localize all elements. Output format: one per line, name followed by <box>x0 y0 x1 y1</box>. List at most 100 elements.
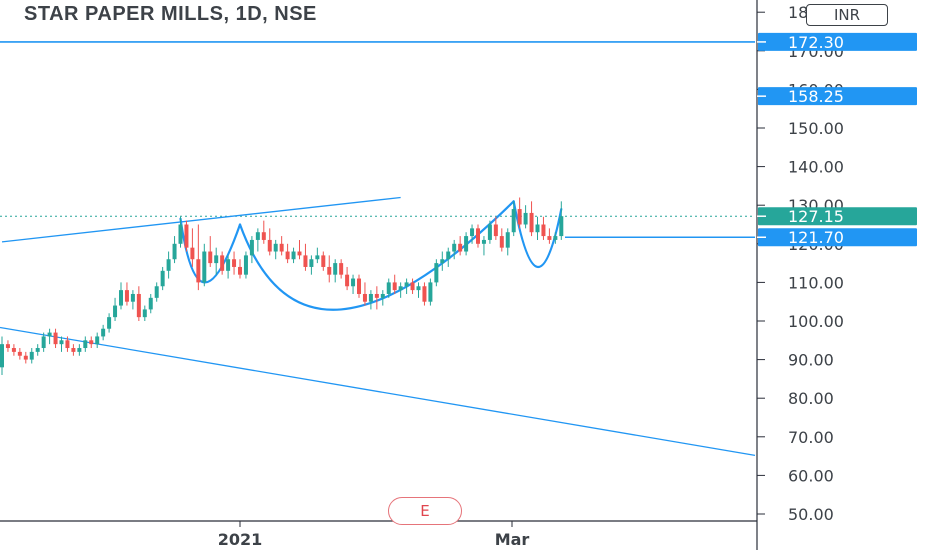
candle-body <box>327 266 332 275</box>
candle-body <box>362 293 367 302</box>
candle-body <box>493 224 498 237</box>
candle-body <box>339 263 344 275</box>
candle-body <box>89 340 94 345</box>
candle-body <box>499 236 504 248</box>
candle-body <box>535 224 540 233</box>
price-axis: 50.0060.0070.0080.0090.00100.00110.00120… <box>756 0 844 550</box>
candle-body <box>47 332 52 337</box>
candle-body <box>345 274 350 287</box>
y-tick-label: 90.00 <box>788 351 834 370</box>
candle-body <box>398 286 403 291</box>
candle-body <box>208 251 213 264</box>
candle-body <box>35 348 40 352</box>
candle-body <box>160 270 165 287</box>
candle-body <box>220 255 225 271</box>
candle-body <box>279 243 284 252</box>
candle-body <box>273 243 278 252</box>
candle-body <box>452 243 457 252</box>
lower-trendline[interactable] <box>0 326 756 456</box>
candle-body <box>5 344 10 349</box>
candle-body <box>148 297 153 310</box>
candle-body <box>154 286 159 298</box>
earnings-event-marker[interactable]: E <box>388 497 462 525</box>
candle-body <box>297 251 302 256</box>
candle-body <box>481 239 486 244</box>
candle-body <box>291 251 296 260</box>
candle-body <box>392 282 397 291</box>
candle-body <box>124 290 129 302</box>
candle-body <box>41 336 46 349</box>
level-badge-label: 158.25 <box>788 87 844 106</box>
candle-body <box>505 232 510 248</box>
candle-body <box>374 293 379 298</box>
candle-body <box>422 286 427 302</box>
candle-body <box>29 351 34 360</box>
candle-body <box>130 293 135 302</box>
drawing-layer <box>0 41 756 456</box>
candle-body <box>142 309 147 318</box>
candle-body <box>487 224 492 240</box>
candle-body <box>184 224 189 248</box>
candle-body <box>17 351 22 356</box>
candle-body <box>238 266 242 275</box>
candle-body <box>119 290 123 306</box>
currency-button[interactable]: INR <box>806 4 888 26</box>
candle-body <box>464 236 469 252</box>
candle-body <box>416 286 421 291</box>
candle-body <box>315 255 320 260</box>
x-tick-label: Mar <box>495 530 530 549</box>
candle-body <box>386 282 391 294</box>
y-tick-label: 70.00 <box>788 428 834 447</box>
candle-body <box>226 259 231 271</box>
candle-body <box>428 282 433 302</box>
candle-body <box>261 232 266 240</box>
upper-trendline[interactable] <box>1 196 401 243</box>
candle-body <box>83 340 88 349</box>
candle-body <box>553 236 558 240</box>
candle-body <box>541 224 546 237</box>
candle-body <box>65 340 70 349</box>
candle-body <box>249 239 254 256</box>
candle-body <box>523 212 528 225</box>
candle-body <box>303 255 308 267</box>
candle-body <box>190 247 195 260</box>
y-tick-label: 60.00 <box>788 466 834 485</box>
candle-body <box>77 348 82 352</box>
candle-body <box>101 328 106 337</box>
candle-body <box>559 216 564 237</box>
candle-body <box>172 243 177 260</box>
x-tick-label: 2021 <box>218 530 263 549</box>
candle-body <box>113 305 118 318</box>
candle-body <box>166 259 171 271</box>
candle-body <box>357 278 361 294</box>
candle-body <box>267 239 272 252</box>
candle-body <box>547 236 552 240</box>
candle-body <box>440 259 445 264</box>
chart-title: STAR PAPER MILLS, 1D, NSE <box>24 3 317 25</box>
candle-body <box>255 232 260 240</box>
level-badges: 172.30 158.25 121.70 127.15 <box>757 32 917 247</box>
candle-body <box>470 228 475 237</box>
candle-body <box>434 263 439 283</box>
time-axis: 2021 Mar <box>0 520 757 549</box>
candle-body <box>333 263 338 275</box>
y-tick-label: 80.00 <box>788 389 834 408</box>
y-tick-label: 100.00 <box>788 312 844 331</box>
candle-body <box>232 259 237 267</box>
candle-body <box>11 348 16 352</box>
candle-body <box>529 212 534 233</box>
candle-body <box>285 251 290 260</box>
current-price-badge-label: 127.15 <box>788 207 844 226</box>
candle-body <box>136 293 141 318</box>
candle-body <box>23 355 28 360</box>
candle-body <box>380 293 385 298</box>
candle-body <box>71 348 76 352</box>
level-badge-bg <box>758 228 917 247</box>
candle-body <box>214 255 219 264</box>
candle-body <box>196 259 201 283</box>
candle-body <box>404 282 409 287</box>
level-badge-bg <box>758 87 917 106</box>
candles-layer <box>0 197 564 376</box>
candle-body <box>107 317 112 329</box>
